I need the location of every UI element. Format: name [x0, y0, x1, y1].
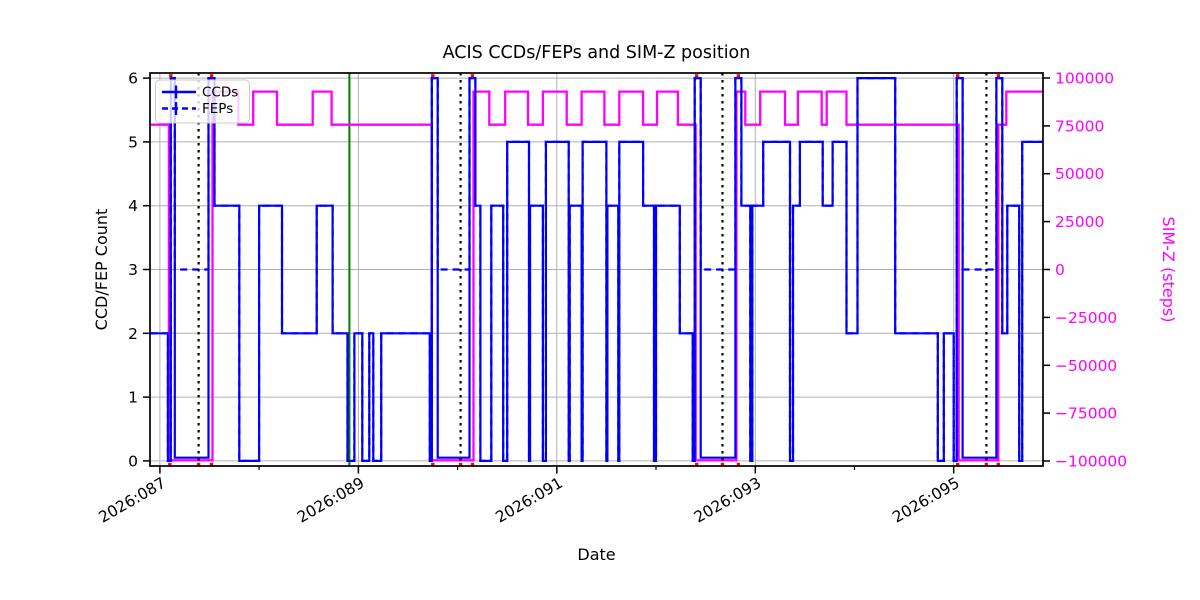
legend-label: CCDs [202, 85, 238, 101]
radzone-marker-top [695, 74, 699, 78]
y-right-tick-label: 50000 [1055, 165, 1104, 183]
radzone-marker-top [209, 74, 214, 78]
x-tick-label: 2026:091 [492, 474, 565, 527]
radzone-marker-top [736, 74, 741, 78]
x-tick-label: 2026:089 [294, 474, 367, 527]
y-right-tick-label: 25000 [1055, 213, 1104, 231]
radzone-marker-bottom [168, 462, 172, 466]
radzone-marker-bottom [956, 462, 960, 466]
radzone-marker-top [169, 74, 173, 78]
radzone-marker-top [431, 74, 435, 78]
simz-line [150, 90, 1043, 462]
y-left-tick-label: 5 [128, 133, 138, 151]
y-left-tick-label: 4 [128, 197, 138, 215]
y-right-tick-label: −25000 [1055, 309, 1117, 327]
y-right-tick-label: 0 [1055, 261, 1065, 279]
radzone-marker-bottom [470, 462, 475, 466]
radzone-marker-bottom [695, 462, 699, 466]
y-right-tick-label: −100000 [1055, 453, 1127, 471]
y-left-tick-label: 2 [128, 325, 138, 343]
x-tick-label: 2026:087 [96, 474, 169, 527]
y-right-tick-label: −50000 [1055, 357, 1117, 375]
radzone-marker-bottom [984, 462, 989, 466]
legend-label: FEPs [202, 101, 233, 117]
radzone-marker-top [470, 74, 475, 78]
y-axis-label-left: CCD/FEP Count [92, 209, 111, 331]
radzone-marker-bottom [196, 462, 201, 466]
x-tick-label: 2026:093 [691, 474, 764, 527]
feps-line [150, 77, 1043, 462]
y-left-tick-label: 1 [128, 389, 138, 407]
radzone-marker-bottom [736, 462, 741, 466]
radzone-marker-top [996, 74, 1000, 78]
radzone-marker-bottom [209, 462, 214, 466]
y-right-tick-label: 100000 [1055, 70, 1114, 88]
radzone-marker-bottom [996, 462, 1000, 466]
legend-box [155, 79, 250, 124]
y-left-tick-label: 6 [128, 70, 138, 88]
radzone-marker-bottom [431, 462, 435, 466]
x-axis-label: Date [577, 545, 615, 564]
y-right-tick-label: 75000 [1055, 117, 1104, 135]
y-right-tick-label: −75000 [1055, 405, 1117, 423]
radzone-marker-bottom [458, 462, 463, 466]
radzone-marker-bottom [720, 462, 725, 466]
y-left-tick-label: 0 [128, 452, 138, 470]
x-tick-label: 2026:095 [889, 474, 962, 527]
radzone-marker-top [956, 74, 960, 78]
y-axis-label-right: SIM-Z (steps) [1159, 217, 1178, 323]
y-left-tick-label: 3 [128, 261, 138, 279]
chart-title: ACIS CCDs/FEPs and SIM-Z position [443, 43, 751, 63]
